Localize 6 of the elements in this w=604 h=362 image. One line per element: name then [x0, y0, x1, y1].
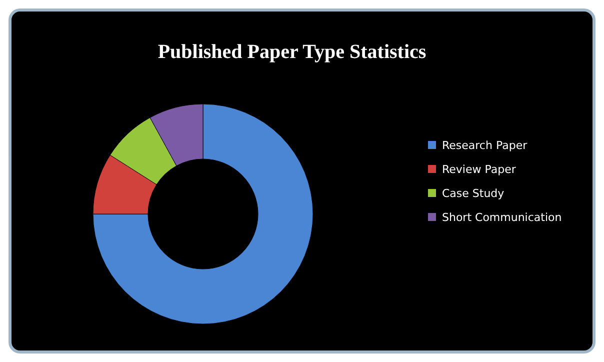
- legend-label: Research Paper: [442, 139, 528, 152]
- legend-label: Review Paper: [442, 163, 516, 176]
- donut-slice: [92, 104, 314, 324]
- legend-label: Case Study: [442, 187, 505, 200]
- legend-label: Short Communication: [442, 211, 562, 224]
- chart-title: Published Paper Type Statistics: [158, 41, 426, 63]
